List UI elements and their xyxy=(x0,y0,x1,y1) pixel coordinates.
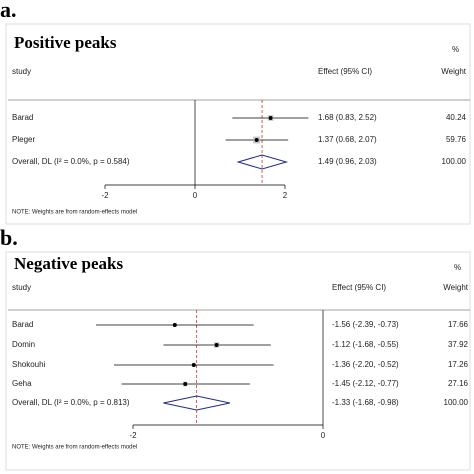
study-name: Domin xyxy=(12,340,35,349)
effect-point xyxy=(268,116,273,120)
panel-label: a. xyxy=(0,0,17,22)
effect-label: -1.56 (-2.39, -0.73) xyxy=(332,320,399,329)
effect-label: -1.12 (-1.68, -0.55) xyxy=(332,340,399,349)
x-tick-label: 0 xyxy=(321,431,326,440)
panel-title: Positive peaks xyxy=(14,33,117,52)
effect-label: -1.36 (-2.20, -0.52) xyxy=(332,360,399,369)
study-name: Shokouhi xyxy=(12,360,46,369)
column-header: Effect (95% CI) xyxy=(318,67,372,76)
effect-label: -1.45 (-2.12, -0.77) xyxy=(332,379,399,388)
effect-label: -1.33 (-1.68, -0.98) xyxy=(332,398,399,407)
study-name: Overall, DL (I² = 0.0%, p = 0.813) xyxy=(12,398,130,407)
x-tick-label: 0 xyxy=(193,191,198,200)
study-name: Overall, DL (I² = 0.0%, p = 0.584) xyxy=(12,157,130,166)
column-header: % xyxy=(452,45,459,54)
weight-label: 17.66 xyxy=(448,320,469,329)
note: NOTE: Weights are from random-effects mo… xyxy=(12,445,137,451)
panel-label: b. xyxy=(0,225,18,250)
weight-label: 100.00 xyxy=(442,157,467,166)
x-tick-label: -2 xyxy=(101,191,109,200)
effect-point xyxy=(191,363,196,367)
column-header: % xyxy=(454,263,461,272)
effect-point xyxy=(183,382,188,386)
weight-label: 37.92 xyxy=(448,340,469,349)
panel-frame xyxy=(5,251,471,471)
weight-label: 17.26 xyxy=(448,360,469,369)
note: NOTE: Weights are from random-effects mo… xyxy=(12,210,137,216)
study-name: Geha xyxy=(12,379,32,388)
x-tick-label: 2 xyxy=(283,191,288,200)
column-header: study xyxy=(12,67,31,76)
panel-frame xyxy=(5,23,471,225)
column-header: Weight xyxy=(443,283,469,292)
overall-diamond xyxy=(163,395,231,411)
x-tick-label: -2 xyxy=(129,431,137,440)
weight-label: 27.16 xyxy=(448,379,469,388)
panel-title: Negative peaks xyxy=(14,254,123,273)
study-name: Barad xyxy=(12,113,33,122)
effect-label: 1.68 (0.83, 2.52) xyxy=(318,113,377,122)
study-name: Barad xyxy=(12,320,33,329)
effect-point xyxy=(172,323,177,327)
overall-diamond xyxy=(236,154,289,170)
weight-label: 100.00 xyxy=(444,398,469,407)
weight-label: 59.76 xyxy=(446,135,467,144)
column-header: study xyxy=(12,283,31,292)
column-header: Weight xyxy=(441,67,467,76)
effect-label: 1.37 (0.68, 2.07) xyxy=(318,135,377,144)
column-header: Effect (95% CI) xyxy=(332,283,386,292)
weight-label: 40.24 xyxy=(446,113,467,122)
effect-point xyxy=(254,138,259,142)
study-name: Pleger xyxy=(12,135,35,144)
effect-label: 1.49 (0.96, 2.03) xyxy=(318,157,377,166)
effect-point xyxy=(214,343,219,347)
